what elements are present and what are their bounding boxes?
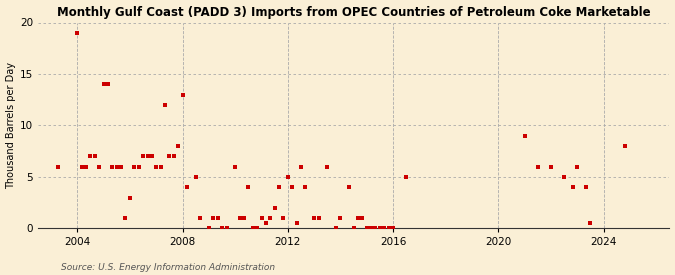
Point xyxy=(568,185,578,189)
Point xyxy=(296,164,306,169)
Point xyxy=(401,175,412,179)
Point xyxy=(177,92,188,97)
Point xyxy=(151,164,161,169)
Point xyxy=(361,226,372,231)
Point xyxy=(146,154,157,159)
Point xyxy=(265,216,275,220)
Point xyxy=(559,175,570,179)
Point xyxy=(208,216,219,220)
Point xyxy=(379,226,390,231)
Point xyxy=(203,226,214,231)
Point xyxy=(173,144,184,148)
Point xyxy=(274,185,285,189)
Point xyxy=(282,175,293,179)
Point xyxy=(533,164,543,169)
Point xyxy=(195,216,206,220)
Point xyxy=(169,154,180,159)
Point xyxy=(155,164,166,169)
Point xyxy=(322,164,333,169)
Point xyxy=(116,164,127,169)
Point xyxy=(357,216,368,220)
Point xyxy=(221,226,232,231)
Point xyxy=(90,154,101,159)
Point xyxy=(348,226,359,231)
Point xyxy=(261,221,271,226)
Point xyxy=(164,154,175,159)
Point xyxy=(234,216,245,220)
Point xyxy=(387,226,398,231)
Point xyxy=(159,103,170,107)
Point xyxy=(133,164,144,169)
Point xyxy=(252,226,263,231)
Point xyxy=(182,185,192,189)
Point xyxy=(287,185,298,189)
Point xyxy=(383,226,394,231)
Point xyxy=(111,164,122,169)
Point xyxy=(370,226,381,231)
Point xyxy=(313,216,324,220)
Point xyxy=(212,216,223,220)
Point xyxy=(243,185,254,189)
Point xyxy=(335,216,346,220)
Point xyxy=(585,221,596,226)
Point xyxy=(142,154,153,159)
Point xyxy=(129,164,140,169)
Title: Monthly Gulf Coast (PADD 3) Imports from OPEC Countries of Petroleum Coke Market: Monthly Gulf Coast (PADD 3) Imports from… xyxy=(57,6,651,18)
Y-axis label: Thousand Barrels per Day: Thousand Barrels per Day xyxy=(5,62,16,189)
Point xyxy=(125,195,136,200)
Point xyxy=(300,185,311,189)
Point xyxy=(291,221,302,226)
Point xyxy=(138,154,148,159)
Point xyxy=(308,216,319,220)
Point xyxy=(375,226,385,231)
Point xyxy=(52,164,63,169)
Point xyxy=(580,185,591,189)
Point xyxy=(99,82,109,86)
Point xyxy=(278,216,289,220)
Point xyxy=(269,206,280,210)
Point xyxy=(344,185,354,189)
Point xyxy=(72,31,83,35)
Point xyxy=(190,175,201,179)
Text: Source: U.S. Energy Information Administration: Source: U.S. Energy Information Administ… xyxy=(61,263,275,272)
Point xyxy=(85,154,96,159)
Point xyxy=(80,164,91,169)
Point xyxy=(248,226,259,231)
Point xyxy=(103,82,113,86)
Point xyxy=(76,164,87,169)
Point xyxy=(238,216,249,220)
Point xyxy=(217,226,227,231)
Point xyxy=(353,216,364,220)
Point xyxy=(519,134,530,138)
Point xyxy=(230,164,240,169)
Point xyxy=(620,144,631,148)
Point xyxy=(572,164,583,169)
Point xyxy=(366,226,377,231)
Point xyxy=(331,226,342,231)
Point xyxy=(107,164,117,169)
Point xyxy=(545,164,556,169)
Point xyxy=(256,216,267,220)
Point xyxy=(94,164,105,169)
Point xyxy=(120,216,131,220)
